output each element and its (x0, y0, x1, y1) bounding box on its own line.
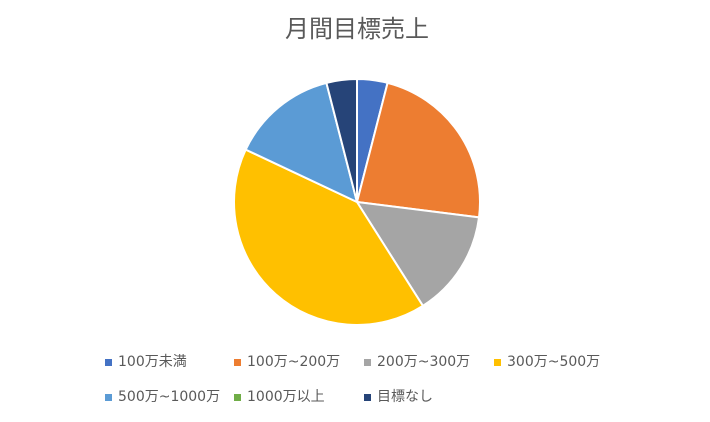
pie-slice (325, 77, 358, 203)
legend-marker (105, 394, 112, 401)
legend-label: 100万~200万 (247, 354, 340, 370)
legend-marker (234, 359, 241, 366)
pie-slice (355, 81, 481, 219)
legend-label: 500万~1000万 (118, 389, 220, 405)
legend-label: 200万~300万 (377, 354, 470, 370)
pie-slice (355, 200, 481, 308)
legend-marker (494, 359, 501, 366)
legend-marker (364, 359, 371, 366)
pie-slice (233, 148, 425, 326)
chart-title: 月間目標売上 (285, 15, 429, 43)
legend-marker (234, 394, 241, 401)
legend-marker (364, 394, 371, 401)
legend-label: 1000万以上 (247, 389, 325, 405)
legend-label: 300万~500万 (507, 354, 600, 370)
legend-label: 100万未満 (118, 354, 187, 370)
legend-marker (105, 359, 112, 366)
legend-label: 目標なし (377, 389, 433, 405)
pie-slice (244, 81, 359, 204)
